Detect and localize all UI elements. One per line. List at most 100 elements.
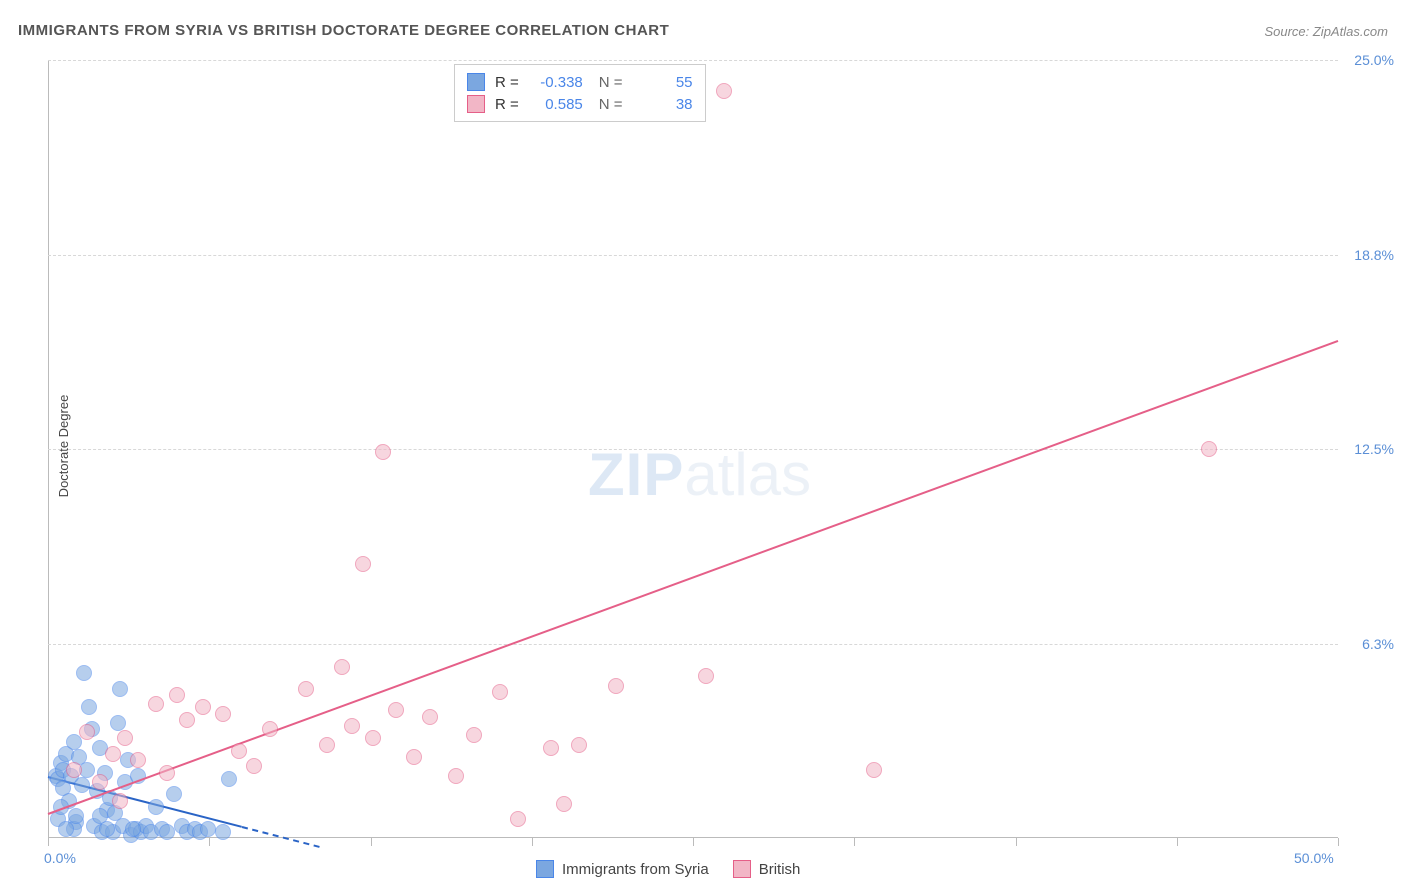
marker-british [406, 749, 422, 765]
marker-british [246, 758, 262, 774]
x-tick [1016, 838, 1017, 846]
marker-british [556, 796, 572, 812]
marker-british [492, 684, 508, 700]
stats-row-syria: R = -0.338 N = 55 [467, 71, 693, 93]
marker-syria [125, 821, 141, 837]
y-tick-label: 12.5% [1354, 441, 1394, 457]
x-tick [209, 838, 210, 846]
gridline-horizontal [48, 60, 1338, 61]
marker-british [510, 811, 526, 827]
marker-syria [76, 665, 92, 681]
stats-row-british: R = 0.585 N = 38 [467, 93, 693, 115]
marker-british [105, 746, 121, 762]
stat-N-label: N = [599, 96, 623, 113]
x-tick [1177, 838, 1178, 846]
stat-R-label: R = [495, 74, 519, 91]
marker-british [262, 721, 278, 737]
gridline-horizontal [48, 255, 1338, 256]
marker-syria [215, 824, 231, 840]
marker-british [130, 752, 146, 768]
source-prefix: Source: [1264, 24, 1312, 39]
watermark-thin: atlas [684, 441, 811, 508]
source-name: ZipAtlas.com [1313, 24, 1388, 39]
marker-british [466, 727, 482, 743]
marker-syria [110, 715, 126, 731]
stats-legend: R = -0.338 N = 55 R = 0.585 N = 38 [454, 64, 706, 122]
legend-label: British [759, 861, 801, 878]
marker-british [66, 762, 82, 778]
marker-british [571, 737, 587, 753]
marker-british [716, 83, 732, 99]
stat-R-value: 0.585 [529, 96, 583, 113]
marker-british [375, 444, 391, 460]
chart-container: IMMIGRANTS FROM SYRIA VS BRITISH DOCTORA… [0, 0, 1406, 892]
marker-british [543, 740, 559, 756]
y-tick-label: 25.0% [1354, 52, 1394, 68]
marker-syria [166, 786, 182, 802]
marker-british [388, 702, 404, 718]
marker-syria [74, 777, 90, 793]
marker-syria [159, 824, 175, 840]
chart-area: ZIPatlas 6.3%12.5%18.8%25.0%0.0%50.0% R … [48, 60, 1338, 838]
y-tick-label: 6.3% [1362, 636, 1394, 652]
x-tick [854, 838, 855, 846]
x-tick [532, 838, 533, 846]
watermark-bold: ZIP [588, 441, 684, 508]
watermark: ZIPatlas [588, 440, 811, 509]
stat-N-value: 55 [639, 74, 693, 91]
marker-british [365, 730, 381, 746]
x-min-label: 0.0% [44, 850, 76, 866]
marker-british [148, 696, 164, 712]
x-tick [693, 838, 694, 846]
marker-british [298, 681, 314, 697]
x-tick [371, 838, 372, 846]
stat-N-value: 38 [639, 96, 693, 113]
marker-british [215, 706, 231, 722]
marker-british [169, 687, 185, 703]
marker-syria [99, 821, 115, 837]
marker-british [334, 659, 350, 675]
marker-british [79, 724, 95, 740]
gridline-horizontal [48, 644, 1338, 645]
marker-british [319, 737, 335, 753]
marker-british [608, 678, 624, 694]
series-legend: Immigrants from Syria British [536, 860, 800, 878]
marker-british [355, 556, 371, 572]
marker-syria [221, 771, 237, 787]
y-tick-label: 18.8% [1354, 247, 1394, 263]
marker-british [698, 668, 714, 684]
marker-british [92, 774, 108, 790]
legend-item-syria: Immigrants from Syria [536, 860, 709, 878]
plot-surface: ZIPatlas 6.3%12.5%18.8%25.0%0.0%50.0% [48, 60, 1338, 838]
marker-syria [58, 821, 74, 837]
marker-british [159, 765, 175, 781]
marker-british [448, 768, 464, 784]
x-max-label: 50.0% [1294, 850, 1334, 866]
x-tick [1338, 838, 1339, 846]
gridline-horizontal [48, 449, 1338, 450]
swatch-syria [467, 73, 485, 91]
marker-british [231, 743, 247, 759]
marker-british [866, 762, 882, 778]
stat-R-value: -0.338 [529, 74, 583, 91]
marker-british [344, 718, 360, 734]
marker-british [422, 709, 438, 725]
legend-swatch-british [733, 860, 751, 878]
marker-british [117, 730, 133, 746]
source-attribution: Source: ZipAtlas.com [1264, 24, 1388, 39]
marker-syria [200, 821, 216, 837]
swatch-british [467, 95, 485, 113]
chart-title: IMMIGRANTS FROM SYRIA VS BRITISH DOCTORA… [18, 22, 669, 39]
legend-label: Immigrants from Syria [562, 861, 709, 878]
x-tick [48, 838, 49, 846]
marker-syria [148, 799, 164, 815]
marker-british [112, 793, 128, 809]
marker-syria [112, 681, 128, 697]
legend-item-british: British [733, 860, 801, 878]
marker-british [179, 712, 195, 728]
stat-N-label: N = [599, 74, 623, 91]
marker-syria [81, 699, 97, 715]
stat-R-label: R = [495, 96, 519, 113]
legend-swatch-syria [536, 860, 554, 878]
marker-british [195, 699, 211, 715]
